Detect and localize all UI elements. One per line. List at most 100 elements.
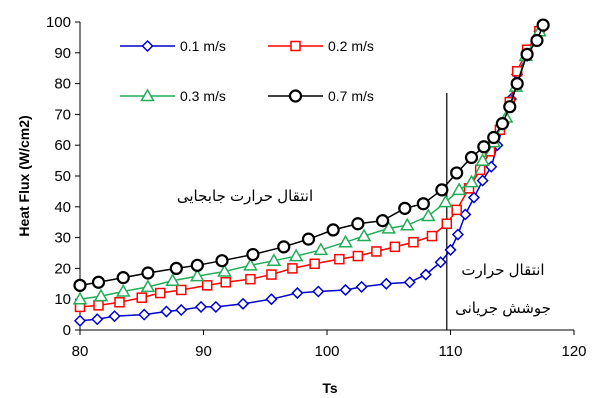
data-point bbox=[236, 297, 250, 310]
data-point bbox=[426, 230, 438, 242]
data-point bbox=[312, 285, 325, 298]
data-point bbox=[398, 201, 412, 215]
y-tick-label: 30 bbox=[54, 230, 71, 247]
data-point bbox=[510, 76, 524, 91]
legend-item: 0.3 m/s bbox=[120, 88, 226, 104]
data-point bbox=[190, 268, 205, 282]
series-group bbox=[72, 18, 550, 327]
data-point bbox=[93, 288, 109, 302]
data-point bbox=[408, 236, 419, 248]
legend-marker bbox=[141, 39, 154, 53]
data-point bbox=[72, 291, 88, 305]
annotation-convection: انتقال حرارت جابجایی bbox=[177, 188, 313, 205]
plot-area: 80 90 100 110 120 0 10 20 30 40 50 60 70 80 90 100 bbox=[46, 14, 587, 360]
legend-item: 0.7 m/s bbox=[268, 88, 374, 104]
data-point bbox=[375, 214, 390, 228]
series-0-7-m-s bbox=[73, 18, 550, 292]
legend-item: 0.2 m/s bbox=[268, 38, 374, 54]
data-point bbox=[420, 208, 436, 222]
legend-marker bbox=[140, 88, 155, 102]
data-point bbox=[141, 266, 155, 280]
legend-label: 0.1 m/s bbox=[180, 38, 226, 54]
data-point bbox=[108, 310, 121, 323]
data-point bbox=[220, 277, 231, 288]
data-point bbox=[399, 217, 415, 231]
data-point bbox=[441, 218, 453, 229]
data-point bbox=[301, 232, 316, 246]
data-point bbox=[476, 174, 489, 187]
data-point bbox=[380, 277, 393, 290]
data-point bbox=[165, 273, 180, 286]
data-point bbox=[352, 250, 364, 262]
data-point bbox=[351, 217, 365, 231]
legend-marker bbox=[290, 40, 301, 52]
data-point bbox=[355, 280, 368, 293]
data-point bbox=[313, 242, 329, 256]
data-point bbox=[451, 182, 467, 196]
data-point bbox=[175, 303, 188, 317]
y-tick-label: 100 bbox=[46, 14, 71, 31]
data-point bbox=[160, 305, 173, 318]
data-point bbox=[487, 130, 501, 145]
data-point bbox=[291, 286, 304, 300]
data-point bbox=[356, 228, 372, 242]
data-point bbox=[464, 150, 479, 165]
data-point bbox=[266, 253, 282, 266]
data-point bbox=[246, 247, 260, 262]
data-point bbox=[155, 287, 166, 299]
data-point bbox=[475, 153, 490, 166]
data-point bbox=[419, 268, 432, 281]
data-point bbox=[334, 253, 345, 265]
data-point bbox=[138, 308, 151, 321]
data-point bbox=[451, 228, 464, 241]
data-point bbox=[536, 18, 550, 32]
data-point bbox=[140, 279, 156, 293]
data-point bbox=[416, 197, 430, 211]
legend-item: 0.1 m/s bbox=[120, 38, 226, 54]
data-point bbox=[381, 220, 397, 234]
data-point bbox=[116, 271, 130, 285]
data-point bbox=[93, 300, 104, 311]
x-tick-label: 90 bbox=[195, 343, 212, 360]
data-point bbox=[277, 240, 291, 254]
data-point bbox=[459, 208, 472, 221]
data-point bbox=[477, 140, 491, 154]
legend: 0.1 m/s 0.2 m/s 0.3 m/s 0.7 m/s bbox=[120, 38, 374, 104]
x-tick-label: 120 bbox=[561, 343, 586, 360]
annotation-boiling-line2: جوشش جریانی bbox=[455, 300, 551, 317]
legend-label: 0.2 m/s bbox=[328, 38, 374, 54]
data-point bbox=[73, 278, 87, 292]
data-point bbox=[467, 191, 481, 204]
data-point bbox=[115, 283, 131, 297]
data-point bbox=[530, 33, 544, 48]
y-tick-label: 20 bbox=[54, 260, 71, 277]
y-tick-label: 60 bbox=[54, 137, 71, 154]
x-tick-label: 100 bbox=[314, 343, 339, 360]
data-point bbox=[403, 276, 416, 289]
data-point bbox=[339, 283, 352, 297]
legend-label: 0.7 m/s bbox=[328, 88, 374, 104]
data-point bbox=[450, 166, 464, 180]
annotation-boiling-line1: انتقال حرارت bbox=[461, 262, 544, 279]
y-axis-ticks: 0 10 20 30 40 50 60 70 80 90 100 bbox=[46, 14, 80, 339]
data-point bbox=[288, 248, 304, 262]
x-axis-ticks: 80 90 100 110 120 bbox=[72, 330, 587, 360]
data-point bbox=[287, 263, 298, 274]
data-point bbox=[136, 292, 147, 303]
data-point bbox=[190, 258, 204, 272]
data-point bbox=[243, 257, 258, 271]
legend-marker bbox=[288, 89, 303, 103]
data-point bbox=[389, 241, 401, 253]
data-point bbox=[265, 293, 278, 306]
data-point bbox=[73, 314, 87, 327]
y-tick-label: 40 bbox=[54, 199, 71, 216]
data-point bbox=[451, 204, 462, 216]
data-point bbox=[217, 263, 232, 277]
x-tick-label: 80 bbox=[72, 343, 89, 360]
data-point bbox=[434, 256, 447, 269]
y-tick-label: 0 bbox=[63, 322, 71, 339]
data-point bbox=[464, 174, 479, 188]
data-point bbox=[438, 194, 453, 208]
data-point bbox=[114, 297, 125, 308]
